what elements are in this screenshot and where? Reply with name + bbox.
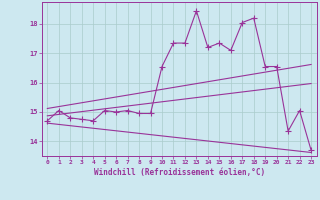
X-axis label: Windchill (Refroidissement éolien,°C): Windchill (Refroidissement éolien,°C)	[94, 168, 265, 177]
